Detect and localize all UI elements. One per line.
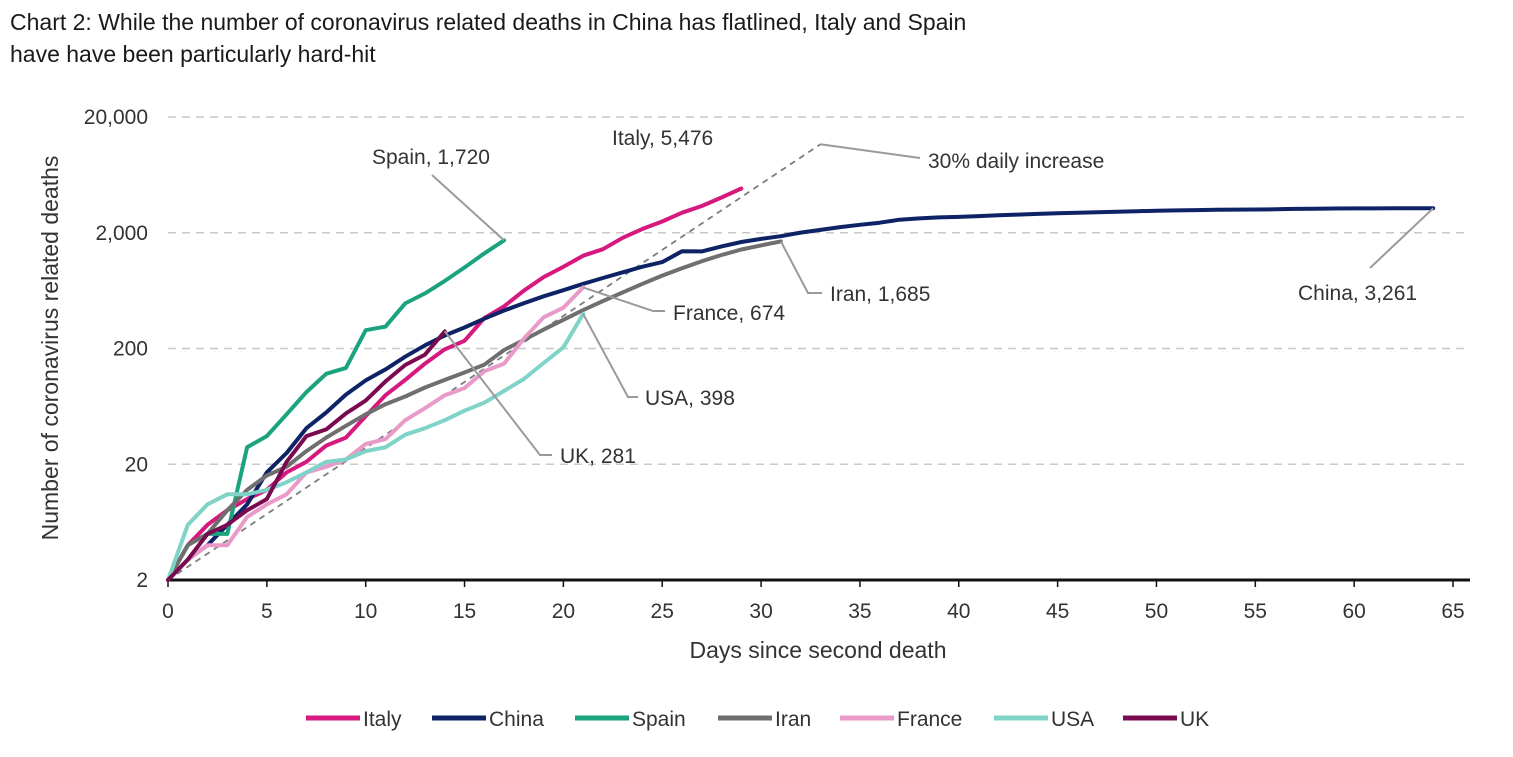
legend-item-france: France: [840, 708, 962, 731]
reference-line-30pct: [167, 143, 821, 581]
annotation-leader-spain: [431, 174, 505, 242]
annotation-leader-china: [1369, 207, 1434, 269]
x-tick-label: 25: [651, 600, 674, 623]
annotation-leader-iran: [779, 240, 822, 294]
y-tick-label: 200: [113, 338, 148, 361]
annotation-leader-usa: [582, 313, 638, 398]
x-tick-label: 0: [162, 600, 174, 623]
annotation-spain: Spain, 1,720: [372, 146, 490, 169]
series-line-france: [166, 285, 586, 582]
annotations: Italy, 5,476 Spain, 1,720 30% daily increa…: [372, 127, 1434, 468]
legend-label: China: [489, 708, 544, 731]
chart-title-line-2: have have been particularly hard-hit: [10, 41, 376, 67]
reference-line-group: [167, 143, 821, 581]
x-tick-label: 50: [1145, 600, 1168, 623]
legend-label: USA: [1051, 708, 1094, 731]
x-tick-label: 60: [1342, 600, 1365, 623]
chart-title: Chart 2: While the number of coronavirus…: [10, 6, 1310, 70]
annotation-china: China, 3,261: [1298, 282, 1417, 305]
y-tick-label: 20,000: [84, 106, 148, 129]
legend-item-spain: Spain: [575, 708, 686, 731]
x-tick-label: 40: [947, 600, 970, 623]
y-tick-label: 20: [125, 453, 148, 476]
legend-item-usa: USA: [994, 708, 1094, 731]
annotation-iran: Iran, 1,685: [830, 283, 930, 306]
annotation-leader-30-daily-increase: [820, 143, 921, 159]
x-tick-label: 20: [552, 600, 575, 623]
axes: 2 20 200 2,000 20,000 0 5 10 15 20 25 30 35 40 45 50 55 6…: [84, 106, 1470, 623]
y-axis-title: Number of coronavirus related deaths: [37, 156, 63, 541]
y-tick-label: 2: [136, 569, 148, 592]
annotation-uk: UK, 281: [560, 445, 636, 468]
x-tick-label: 45: [1046, 600, 1069, 623]
series-line-iran: [166, 239, 783, 582]
legend-label: UK: [1180, 708, 1209, 731]
annotation-italy: Italy, 5,476: [612, 127, 713, 150]
series-line-uk: [166, 329, 447, 582]
series-group: [166, 186, 1436, 582]
annotation-usa: USA, 398: [645, 387, 735, 410]
series-line-usa: [166, 311, 586, 582]
x-tick-label: 10: [354, 600, 377, 623]
gridlines: [168, 116, 1470, 466]
annotation-leader-uk: [443, 330, 552, 456]
x-tick-label: 30: [749, 600, 772, 623]
legend-item-italy: Italy: [306, 708, 402, 731]
series-line-italy: [166, 186, 744, 582]
legend: Italy China Spain Iran France USA UK: [306, 708, 1209, 731]
x-tick-label: 35: [848, 600, 871, 623]
x-tick-label: 15: [453, 600, 476, 623]
x-tick-label: 55: [1244, 600, 1267, 623]
x-tick-label: 5: [261, 600, 273, 623]
x-tick-label: 65: [1441, 600, 1464, 623]
legend-item-china: China: [432, 708, 544, 731]
legend-item-iran: Iran: [718, 708, 811, 731]
legend-item-uk: UK: [1123, 708, 1209, 731]
y-tick-label: 2,000: [95, 222, 148, 245]
annotation-france: France, 674: [673, 302, 785, 325]
series-line-spain: [166, 238, 507, 582]
legend-label: Spain: [632, 708, 686, 731]
legend-label: Iran: [775, 708, 811, 731]
annotation-30-daily-increase: 30% daily increase: [928, 150, 1104, 173]
x-axis-title: Days since second death: [690, 637, 947, 663]
chart-title-line-1: Chart 2: While the number of coronavirus…: [10, 9, 967, 35]
legend-label: France: [897, 708, 962, 731]
legend-label: Italy: [363, 708, 402, 731]
annotation-leader-france: [582, 286, 665, 312]
series-line-china: [166, 206, 1436, 582]
